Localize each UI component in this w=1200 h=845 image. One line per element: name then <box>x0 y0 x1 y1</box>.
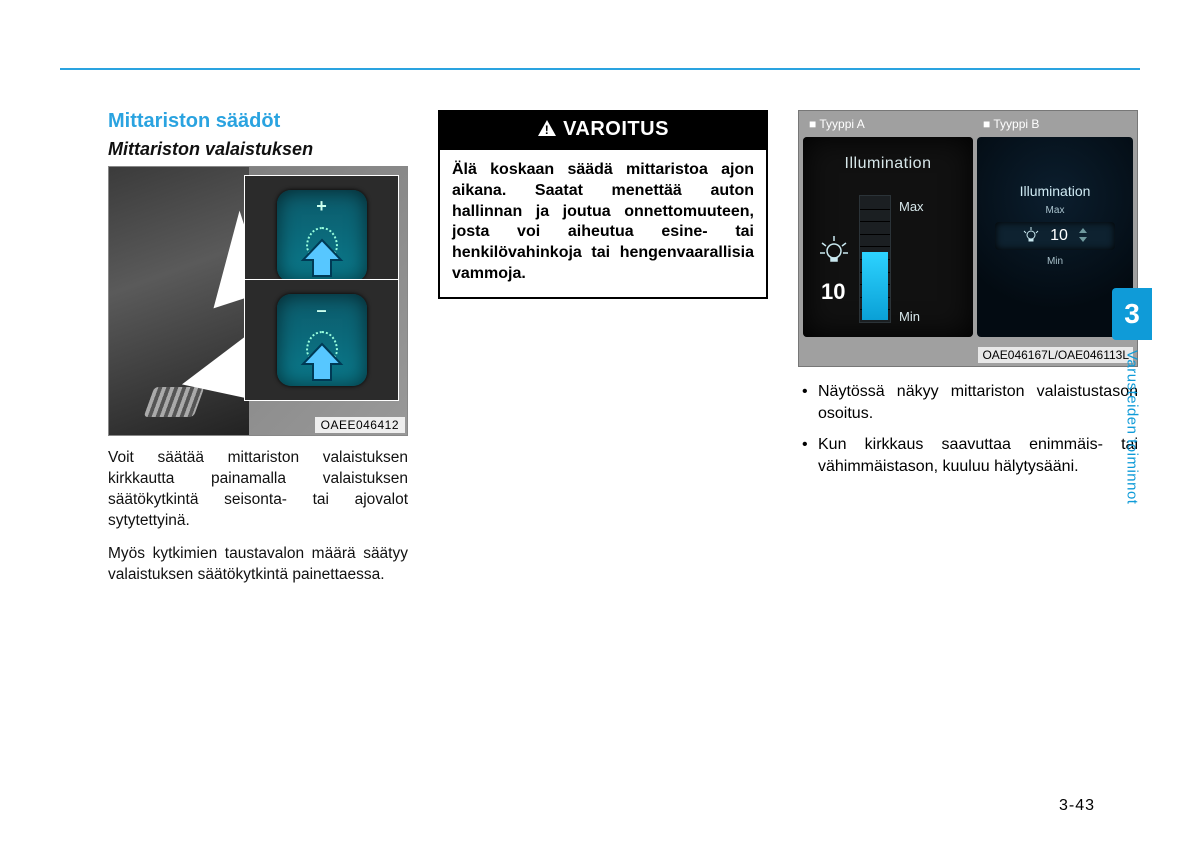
screen-type-b: Illumination Max 10 Min <box>977 137 1133 337</box>
bullet-item: Kun kirkkaus saavuttaa enimmäis- tai väh… <box>802 434 1138 477</box>
screen-a-min: Min <box>899 309 920 324</box>
chapter-tab: 3 Varusteiden toiminnot <box>1112 288 1152 504</box>
screen-a-value: 10 <box>821 279 845 305</box>
column-3: ■ Tyyppi A ■ Tyyppi B Illumination <box>798 110 1138 586</box>
type-b-label: ■ Tyyppi B <box>983 117 1039 131</box>
gauge-fill <box>862 252 888 320</box>
warning-header: ! VAROITUS <box>440 112 766 150</box>
arrow-up-icon <box>299 238 345 278</box>
warning-box: ! VAROITUS Älä koskaan säädä mittaristoa… <box>438 110 768 299</box>
warning-title: VAROITUS <box>563 118 669 140</box>
type-a-label: ■ Tyyppi A <box>809 117 865 131</box>
illustration-controls: + – OAEE046412 <box>108 166 408 436</box>
chapter-number: 3 <box>1112 288 1152 340</box>
updown-icon <box>1078 227 1088 246</box>
gauge-bar <box>859 195 891 323</box>
bulb-mini-icon <box>1022 226 1040 247</box>
display-figure: ■ Tyyppi A ■ Tyyppi B Illumination <box>798 110 1138 367</box>
column-1: Mittariston säädöt Mittariston valaistuk… <box>108 110 408 586</box>
display-panel: ■ Tyyppi A ■ Tyyppi B Illumination <box>798 110 1138 367</box>
bullet-item: Näytössä näkyy mittariston valaistustaso… <box>802 381 1138 424</box>
warning-body: Älä koskaan säädä mittaristoa ajon aikan… <box>440 150 766 297</box>
screen-b-bar: 10 <box>995 222 1115 250</box>
screen-b-max: Max <box>1046 205 1065 216</box>
screen-type-a: Illumination Max <box>803 137 973 337</box>
bullet-list: Näytössä näkyy mittariston valaistustaso… <box>798 381 1138 477</box>
figure-ref-1: OAEE046412 <box>315 417 405 433</box>
svg-text:!: ! <box>545 123 550 137</box>
section-subtitle: Mittariston valaistuksen <box>108 139 408 160</box>
screen-b-value: 10 <box>1050 227 1068 245</box>
page-number: 3-43 <box>1059 797 1095 815</box>
chapter-title: Varusteiden toiminnot <box>1124 350 1141 504</box>
screen-a-title: Illumination <box>845 155 932 173</box>
warning-triangle-icon: ! <box>537 119 557 143</box>
section-title: Mittariston säädöt <box>108 110 408 133</box>
button-minus-callout: – <box>244 279 399 401</box>
minus-sign: – <box>316 300 326 321</box>
screen-b-min: Min <box>1047 256 1063 267</box>
header-rule <box>60 68 1140 70</box>
column-2: ! VAROITUS Älä koskaan säädä mittaristoa… <box>438 110 768 586</box>
screen-b-title: Illumination <box>1020 183 1091 199</box>
illumination-knob-up: + <box>277 190 367 282</box>
illumination-knob-down: – <box>277 294 367 386</box>
bulb-icon <box>817 233 851 263</box>
page-content: Mittariston säädöt Mittariston valaistuk… <box>108 110 1128 586</box>
plus-sign: + <box>316 196 327 217</box>
figure-ref-2: OAE046167L/OAE046113L <box>978 347 1133 363</box>
paragraph-1: Voit säätää mittariston valaistuksen kir… <box>108 448 408 532</box>
paragraph-2: Myös kytkimien taustavalon määrä säätyy … <box>108 544 408 586</box>
screen-a-max: Max <box>899 199 924 214</box>
arrow-up-icon <box>299 342 345 382</box>
